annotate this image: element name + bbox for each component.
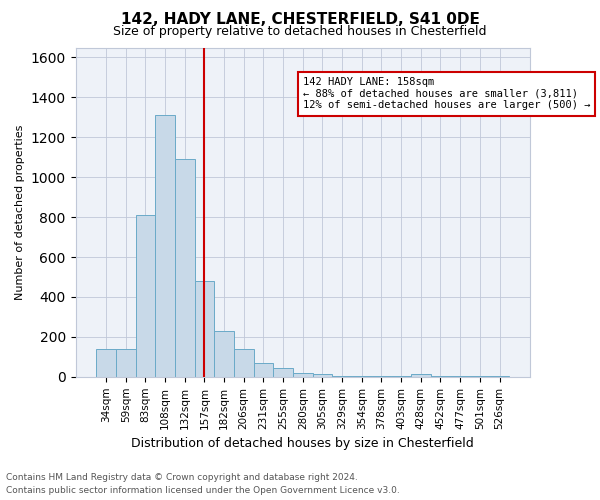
X-axis label: Distribution of detached houses by size in Chesterfield: Distribution of detached houses by size … xyxy=(131,437,474,450)
Bar xyxy=(411,374,431,377)
Bar xyxy=(175,160,194,377)
Bar xyxy=(96,349,116,377)
Bar xyxy=(273,368,293,377)
Bar xyxy=(194,281,214,377)
Bar xyxy=(214,331,234,377)
Bar xyxy=(313,374,332,377)
Text: 142 HADY LANE: 158sqm
← 88% of detached houses are smaller (3,811)
12% of semi-d: 142 HADY LANE: 158sqm ← 88% of detached … xyxy=(303,77,590,110)
Bar xyxy=(332,376,352,377)
Bar xyxy=(155,116,175,377)
Bar xyxy=(136,215,155,377)
Bar xyxy=(352,376,371,377)
Bar xyxy=(293,373,313,377)
Text: Size of property relative to detached houses in Chesterfield: Size of property relative to detached ho… xyxy=(113,25,487,38)
Y-axis label: Number of detached properties: Number of detached properties xyxy=(15,124,25,300)
Bar xyxy=(391,376,411,377)
Text: Contains HM Land Registry data © Crown copyright and database right 2024.
Contai: Contains HM Land Registry data © Crown c… xyxy=(6,474,400,495)
Bar xyxy=(234,349,254,377)
Text: 142, HADY LANE, CHESTERFIELD, S41 0DE: 142, HADY LANE, CHESTERFIELD, S41 0DE xyxy=(121,12,479,28)
Bar xyxy=(371,376,391,377)
Bar xyxy=(116,349,136,377)
Bar xyxy=(254,363,273,377)
